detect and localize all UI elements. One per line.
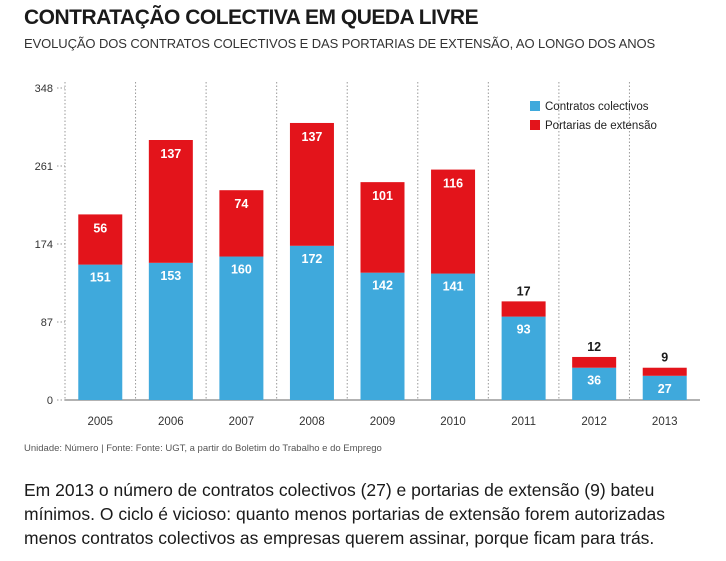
data-label-portarias: 56: [93, 221, 107, 235]
x-tick-label: 2007: [229, 416, 255, 428]
x-tick-label: 2012: [581, 416, 607, 428]
data-label-portarias: 9: [661, 351, 668, 365]
bar-portarias: [289, 122, 334, 246]
bar-portarias: [78, 214, 123, 265]
bar-portarias: [572, 356, 617, 368]
data-label-contratos: 142: [372, 279, 393, 293]
data-label-contratos: 27: [658, 382, 672, 396]
data-label-contratos: 160: [231, 263, 252, 277]
bar-portarias: [148, 140, 193, 263]
bar-portarias: [501, 301, 546, 317]
bar-contratos: [501, 316, 546, 400]
y-tick-label: 348: [35, 83, 53, 95]
bar-contratos: [78, 264, 123, 400]
y-tick-label: 0: [47, 395, 53, 407]
bar-contratos: [148, 262, 193, 400]
y-tick-label: 87: [41, 317, 53, 329]
data-label-contratos: 36: [587, 374, 601, 388]
x-tick-label: 2008: [299, 416, 325, 428]
bar-portarias: [360, 182, 405, 273]
legend-label-portarias: Portarias de extensão: [545, 120, 657, 132]
data-label-portarias: 74: [234, 197, 248, 211]
legend-swatch-portarias: [530, 120, 540, 130]
data-label-portarias: 116: [443, 177, 463, 191]
x-tick-label: 2010: [440, 416, 466, 428]
data-label-contratos: 151: [90, 271, 111, 285]
data-label-contratos: 172: [302, 252, 323, 266]
data-label-contratos: 141: [443, 280, 464, 294]
chart-subtitle: EVOLUÇÃO DOS CONTRATOS COLECTIVOS E DAS …: [24, 36, 656, 51]
bar-contratos: [572, 367, 617, 400]
x-tick-label: 2006: [158, 416, 184, 428]
data-label-contratos: 153: [160, 269, 181, 283]
y-tick-label: 261: [35, 161, 53, 173]
data-label-portarias: 17: [517, 284, 531, 298]
x-tick-label: 2005: [87, 416, 113, 428]
source-note: Unidade: Número | Fonte: Fonte: UGT, a p…: [24, 443, 382, 454]
x-tick-label: 2013: [652, 416, 678, 428]
data-label-portarias: 12: [587, 340, 601, 354]
data-label-portarias: 101: [372, 189, 393, 203]
data-label-contratos: 93: [517, 323, 531, 337]
y-tick-label: 174: [35, 239, 53, 251]
data-label-portarias: 137: [160, 147, 181, 161]
legend-swatch-contratos: [530, 101, 540, 111]
bar-portarias: [219, 190, 264, 257]
bar-contratos: [219, 256, 264, 400]
legend-label-contratos: Contratos colectivos: [545, 101, 649, 113]
data-label-portarias: 137: [302, 130, 323, 144]
x-tick-label: 2009: [370, 416, 396, 428]
bar-portarias: [431, 169, 476, 274]
bar-portarias: [642, 367, 687, 376]
x-tick-label: 2011: [511, 416, 536, 428]
bar-contratos: [289, 245, 334, 400]
caption-text: Em 2013 o número de contratos colectivos…: [24, 480, 666, 548]
chart-title: CONTRATAÇÃO COLECTIVA EM QUEDA LIVRE: [24, 6, 479, 29]
bar-contratos: [431, 273, 476, 400]
stacked-bar-chart: 0 87 174 261 348 151 56 2005 153 137 2006 160 74 2007…: [35, 82, 700, 428]
bar-contratos: [360, 272, 405, 400]
bar-contratos: [642, 375, 687, 400]
